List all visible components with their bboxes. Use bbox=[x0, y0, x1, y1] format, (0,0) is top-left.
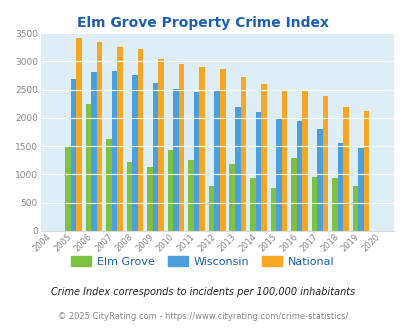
Bar bbox=[220, 69, 225, 231]
Bar bbox=[342, 107, 348, 231]
Bar bbox=[194, 92, 199, 231]
Bar bbox=[234, 107, 240, 231]
Bar bbox=[188, 160, 194, 231]
Bar bbox=[337, 143, 342, 231]
Bar bbox=[270, 188, 275, 231]
Text: Elm Grove Property Crime Index: Elm Grove Property Crime Index bbox=[77, 16, 328, 30]
Bar bbox=[240, 77, 245, 231]
Bar bbox=[301, 91, 307, 231]
Bar bbox=[296, 121, 301, 231]
Bar bbox=[281, 90, 286, 231]
Bar bbox=[65, 146, 70, 231]
Bar bbox=[311, 177, 316, 231]
Bar bbox=[70, 80, 76, 231]
Bar bbox=[158, 59, 164, 231]
Bar bbox=[255, 112, 260, 231]
Legend: Elm Grove, Wisconsin, National: Elm Grove, Wisconsin, National bbox=[67, 251, 338, 271]
Bar bbox=[363, 111, 369, 231]
Bar bbox=[275, 118, 281, 231]
Bar bbox=[199, 67, 205, 231]
Bar bbox=[147, 167, 152, 231]
Bar bbox=[209, 186, 214, 231]
Bar bbox=[91, 72, 96, 231]
Bar bbox=[132, 76, 138, 231]
Bar bbox=[229, 164, 234, 231]
Bar bbox=[96, 42, 102, 231]
Bar bbox=[316, 129, 322, 231]
Text: © 2025 CityRating.com - https://www.cityrating.com/crime-statistics/: © 2025 CityRating.com - https://www.city… bbox=[58, 312, 347, 321]
Bar bbox=[111, 71, 117, 231]
Bar bbox=[167, 150, 173, 231]
Bar bbox=[322, 96, 327, 231]
Bar bbox=[85, 104, 91, 231]
Bar bbox=[260, 84, 266, 231]
Bar bbox=[179, 64, 184, 231]
Bar bbox=[173, 89, 179, 231]
Bar bbox=[331, 178, 337, 231]
Bar bbox=[117, 47, 123, 231]
Bar bbox=[352, 186, 357, 231]
Bar bbox=[249, 178, 255, 231]
Bar bbox=[214, 91, 220, 231]
Bar bbox=[126, 162, 132, 231]
Text: Crime Index corresponds to incidents per 100,000 inhabitants: Crime Index corresponds to incidents per… bbox=[51, 287, 354, 297]
Bar bbox=[106, 139, 111, 231]
Bar bbox=[76, 38, 81, 231]
Bar bbox=[152, 83, 158, 231]
Bar bbox=[290, 158, 296, 231]
Bar bbox=[138, 50, 143, 231]
Bar bbox=[357, 148, 363, 231]
